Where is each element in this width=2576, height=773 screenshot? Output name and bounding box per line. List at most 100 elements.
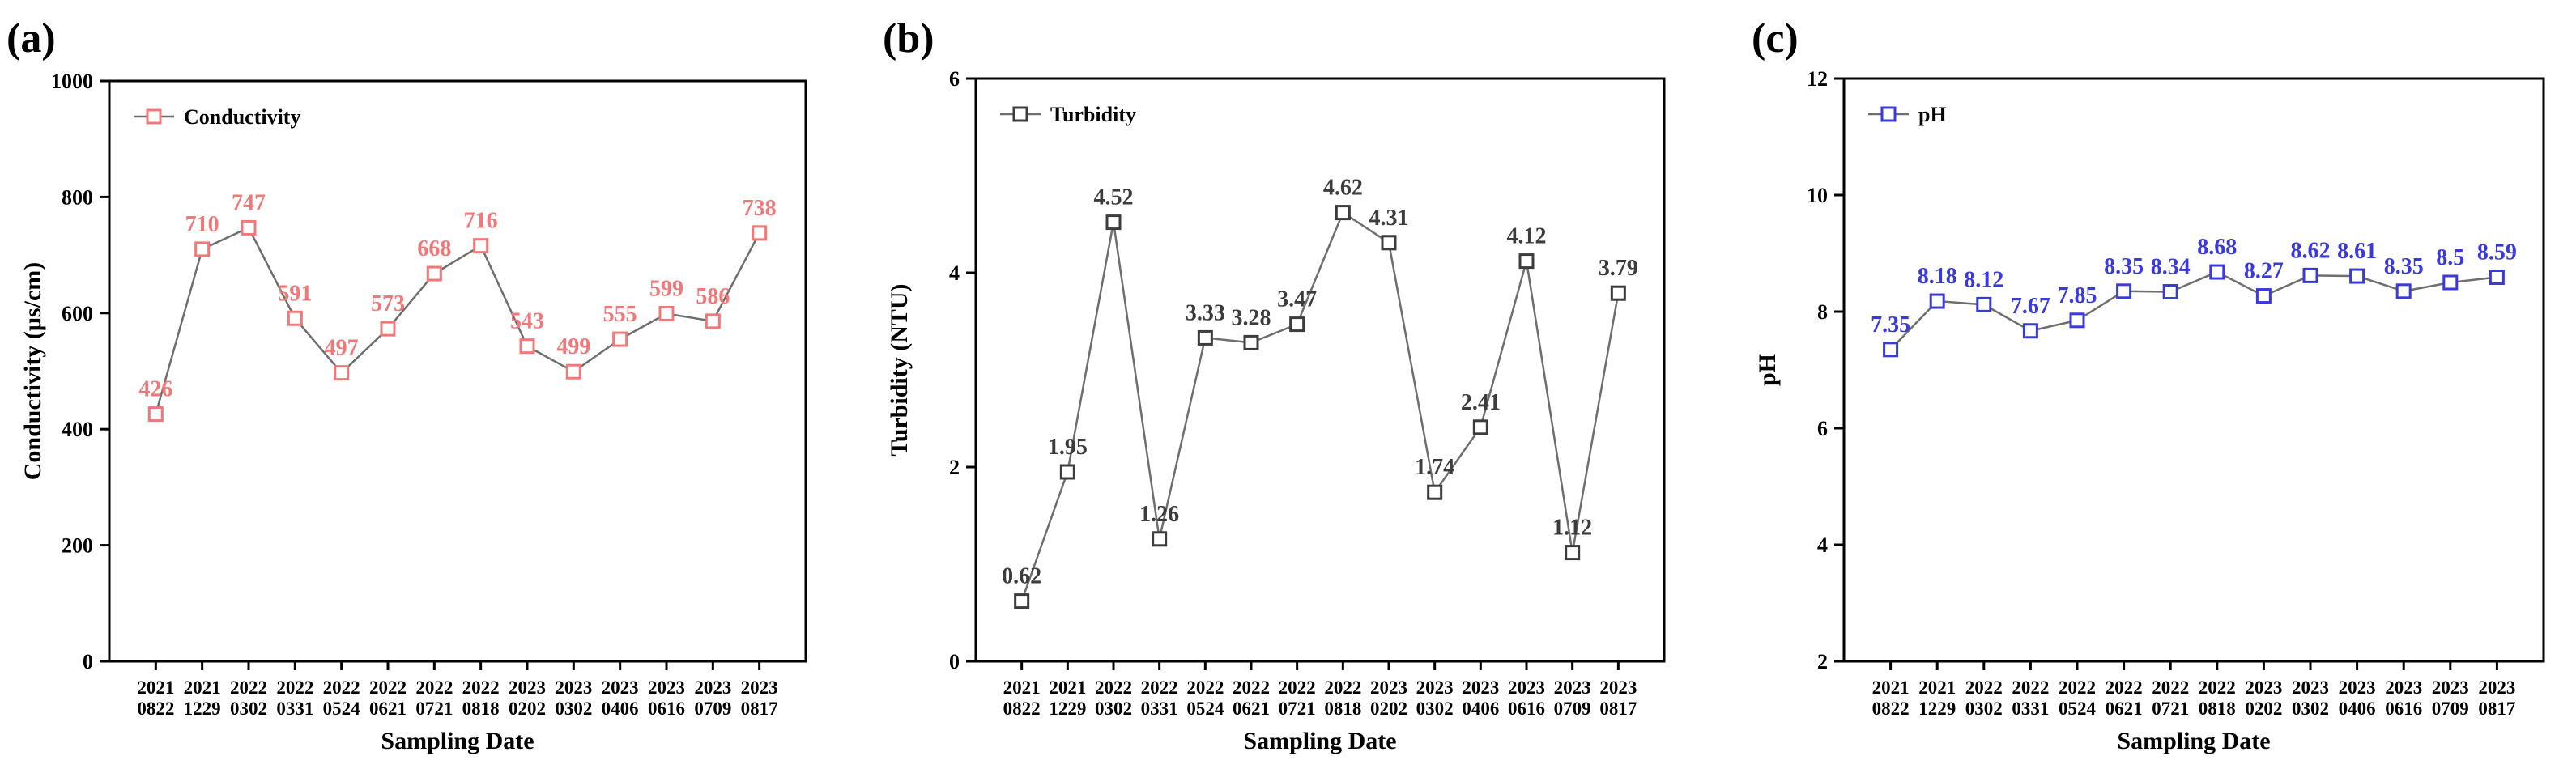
- legend-marker: [146, 108, 162, 125]
- x-tick-label-date: 0331: [276, 699, 313, 719]
- data-label: 3.79: [1599, 256, 1638, 281]
- x-tick-label-year: 2023: [741, 677, 778, 698]
- x-tick-label-year: 2023: [648, 677, 685, 698]
- x-tick-label-year: 2021: [1872, 677, 1910, 698]
- legend-marker: [1880, 106, 1897, 122]
- x-tick-label-year: 2022: [1279, 677, 1316, 698]
- data-label: 499: [556, 334, 590, 359]
- y-axis-title: Conductivity (μs/cm): [19, 262, 46, 481]
- y-tick-label: 8: [1817, 300, 1828, 324]
- y-tick-label: 0: [83, 650, 93, 673]
- data-point: [1472, 419, 1488, 435]
- legend-marker: [1012, 106, 1028, 122]
- plot-frame: [1842, 77, 2545, 663]
- x-tick-label-year: 2021: [1003, 677, 1041, 698]
- data-label: 3.47: [1277, 287, 1317, 312]
- x-tick-label-year: 2023: [602, 677, 639, 698]
- x-tick-label-year: 2022: [2106, 677, 2143, 698]
- data-point: [1883, 342, 1899, 358]
- data-point: [2209, 264, 2225, 280]
- data-label: 1.74: [1415, 455, 1454, 480]
- data-label: 8.35: [2104, 254, 2144, 279]
- data-label: 555: [603, 302, 637, 327]
- x-tick-label-year: 2022: [415, 677, 453, 698]
- y-tick-label: 400: [62, 418, 93, 441]
- x-tick-label-date: 0818: [462, 699, 500, 719]
- x-tick-label-date: 0709: [2432, 699, 2469, 719]
- y-axis-title: Turbidity (NTU): [886, 283, 913, 456]
- x-tick-label-year: 2023: [1462, 677, 1499, 698]
- x-tick-label-date: 0406: [1462, 699, 1499, 719]
- data-label: 3.28: [1232, 305, 1271, 330]
- data-point: [334, 365, 350, 381]
- x-tick-label-year: 2023: [2245, 677, 2282, 698]
- data-point: [1381, 235, 1397, 251]
- x-tick-label-date: 0721: [2152, 699, 2189, 719]
- data-point: [2302, 267, 2318, 283]
- y-tick-label: 0: [949, 650, 960, 673]
- x-tick-label-date: 0202: [2245, 699, 2282, 719]
- x-tick-label-date: 0818: [2199, 699, 2236, 719]
- x-tick-label-year: 2022: [1186, 677, 1224, 698]
- data-label: 738: [743, 196, 777, 221]
- data-point: [2395, 283, 2412, 299]
- x-tick-label-year: 2021: [137, 677, 174, 698]
- data-label: 8.59: [2477, 240, 2517, 265]
- x-tick-label-date: 0524: [323, 699, 361, 719]
- x-tick-label-year: 2022: [2152, 677, 2189, 698]
- x-axis-title: Sampling Date: [2117, 728, 2270, 754]
- x-tick-label-year: 2022: [230, 677, 267, 698]
- data-label: 8.34: [2151, 255, 2191, 280]
- legend-label: Conductivity: [184, 105, 300, 129]
- x-tick-label-date: 0302: [1416, 699, 1454, 719]
- panel-label: (b): [883, 15, 935, 62]
- plot-frame: [108, 79, 807, 663]
- data-point: [1289, 316, 1305, 333]
- chart-panel-c: (c)2468101220210822202112292022030220220…: [1752, 15, 2545, 754]
- data-label: 710: [185, 212, 219, 237]
- legend-label: pH: [1918, 103, 1947, 126]
- data-point: [1976, 296, 1992, 312]
- x-axis-title: Sampling Date: [1243, 728, 1396, 754]
- data-label: 8.18: [1918, 264, 1957, 289]
- x-tick-label-year: 2022: [2199, 677, 2236, 698]
- x-tick-label-date: 0621: [2106, 699, 2143, 719]
- x-tick-label-date: 0616: [648, 699, 685, 719]
- x-tick-label-date: 0406: [602, 699, 639, 719]
- data-label: 8.27: [2244, 259, 2284, 284]
- y-tick-label: 4: [1817, 533, 1828, 557]
- x-tick-label-year: 2023: [2339, 677, 2376, 698]
- data-label: 8.5: [2436, 245, 2464, 270]
- data-label: 1.12: [1552, 516, 1592, 541]
- x-tick-label-year: 2022: [369, 677, 407, 698]
- x-tick-label-date: 0331: [1141, 699, 1178, 719]
- data-point: [1152, 531, 1168, 547]
- x-tick-label-year: 2023: [2478, 677, 2515, 698]
- y-tick-label: 200: [62, 534, 93, 558]
- data-point: [426, 265, 442, 282]
- data-point: [2442, 274, 2459, 291]
- x-tick-label-year: 2023: [1370, 677, 1407, 698]
- y-tick-label: 6: [949, 67, 960, 91]
- data-point: [1610, 285, 1626, 301]
- data-label: 426: [138, 377, 172, 402]
- x-tick-label-year: 2022: [2012, 677, 2049, 698]
- chart-panel-a: (a)0200400600800100020210822202112292022…: [6, 15, 807, 754]
- y-tick-label: 6: [1817, 417, 1828, 440]
- x-tick-label-year: 2023: [1416, 677, 1454, 698]
- data-point: [1518, 253, 1535, 270]
- y-tick-label: 600: [62, 302, 93, 325]
- data-label: 599: [649, 277, 683, 302]
- x-tick-label-year: 2022: [462, 677, 500, 698]
- x-tick-label-date: 0524: [1186, 699, 1224, 719]
- x-tick-label-date: 0302: [1095, 699, 1132, 719]
- x-tick-label-date: 0822: [1003, 699, 1041, 719]
- x-tick-label-date: 0302: [230, 699, 267, 719]
- y-axis-title: pH: [1754, 354, 1781, 386]
- x-tick-label-date: 1229: [1049, 699, 1086, 719]
- plot-frame: [974, 77, 1666, 663]
- data-label: 7.67: [2011, 294, 2050, 319]
- data-point: [1014, 593, 1030, 609]
- data-label: 591: [278, 281, 312, 306]
